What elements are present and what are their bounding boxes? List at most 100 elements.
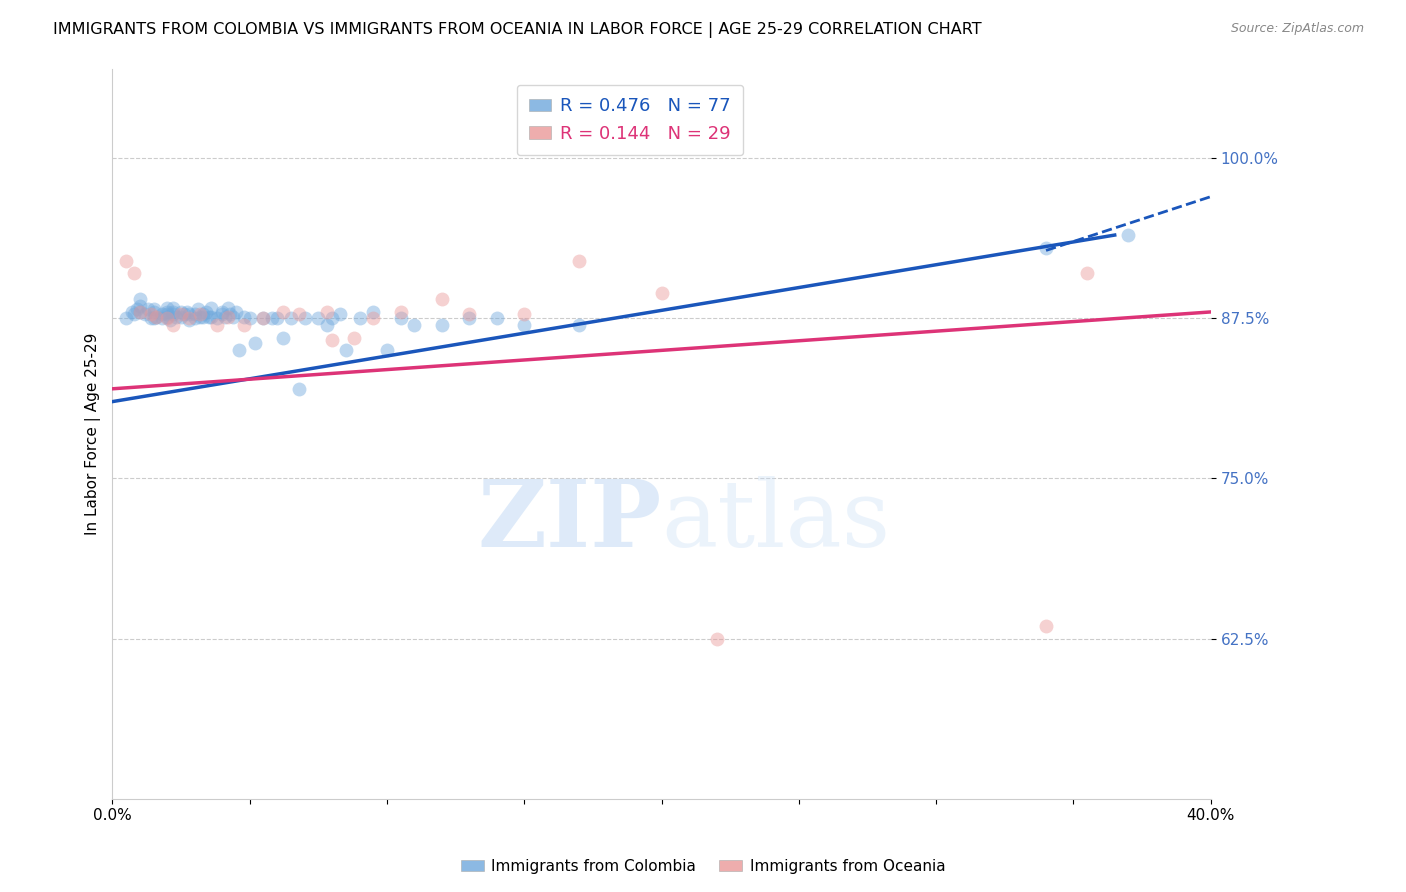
Point: [139, 311, 162, 326]
Point: [271, 330, 294, 344]
Point: [128, 299, 150, 313]
Point: [188, 310, 211, 324]
Point: [211, 308, 233, 322]
Point: [139, 308, 162, 322]
Point: [197, 310, 219, 324]
Text: ZIP: ZIP: [478, 476, 662, 566]
Point: [321, 311, 343, 326]
Point: [651, 285, 673, 300]
Point: [156, 301, 179, 315]
Point: [335, 343, 357, 358]
Point: [184, 311, 207, 326]
Point: [200, 310, 222, 324]
Point: [188, 308, 211, 322]
Point: [115, 311, 138, 326]
Point: [294, 311, 316, 326]
Point: [225, 305, 247, 319]
Point: [266, 311, 288, 326]
Point: [260, 311, 283, 326]
Point: [145, 310, 167, 324]
Point: [219, 308, 242, 322]
Point: [134, 308, 156, 322]
Point: [205, 318, 228, 332]
Point: [156, 310, 179, 324]
Point: [513, 308, 536, 322]
Point: [568, 253, 591, 268]
Text: IMMIGRANTS FROM COLOMBIA VS IMMIGRANTS FROM OCEANIA IN LABOR FORCE | AGE 25-29 C: IMMIGRANTS FROM COLOMBIA VS IMMIGRANTS F…: [53, 22, 981, 38]
Point: [389, 311, 412, 326]
Point: [142, 311, 165, 326]
Point: [179, 308, 201, 322]
Point: [191, 310, 214, 324]
Point: [485, 311, 508, 326]
Point: [343, 330, 366, 344]
Point: [136, 302, 159, 317]
Point: [156, 305, 179, 319]
Point: [458, 308, 481, 322]
Point: [217, 310, 239, 324]
Point: [222, 310, 245, 324]
Point: [150, 308, 173, 322]
Point: [430, 292, 453, 306]
Point: [349, 311, 371, 326]
Point: [706, 632, 728, 646]
Point: [162, 301, 184, 315]
Point: [162, 318, 184, 332]
Point: [159, 312, 181, 326]
Point: [329, 308, 352, 322]
Point: [375, 343, 398, 358]
Point: [252, 311, 274, 326]
Point: [233, 310, 256, 324]
Point: [127, 302, 149, 317]
Point: [165, 310, 187, 324]
Legend: Immigrants from Colombia, Immigrants from Oceania: Immigrants from Colombia, Immigrants fro…: [454, 853, 952, 880]
Point: [156, 311, 179, 326]
Point: [191, 308, 214, 322]
Point: [128, 305, 150, 319]
Point: [288, 308, 311, 322]
Point: [176, 305, 198, 319]
Point: [162, 305, 184, 319]
Point: [142, 305, 165, 319]
Point: [124, 308, 146, 322]
Point: [217, 301, 239, 315]
Point: [170, 305, 193, 319]
Point: [170, 310, 193, 324]
Y-axis label: In Labor Force | Age 25-29: In Labor Force | Age 25-29: [86, 333, 101, 535]
Point: [200, 301, 222, 315]
Point: [115, 253, 138, 268]
Point: [228, 343, 250, 358]
Point: [162, 308, 184, 322]
Point: [194, 305, 217, 319]
Point: [184, 308, 207, 322]
Point: [121, 305, 143, 319]
Point: [239, 311, 262, 326]
Point: [173, 308, 195, 322]
Point: [389, 305, 412, 319]
Point: [128, 292, 150, 306]
Point: [211, 305, 233, 319]
Point: [214, 310, 236, 324]
Point: [321, 333, 343, 347]
Legend: R = 0.476   N = 77, R = 0.144   N = 29: R = 0.476 N = 77, R = 0.144 N = 29: [517, 85, 744, 155]
Point: [271, 305, 294, 319]
Point: [315, 305, 337, 319]
Point: [280, 311, 302, 326]
Point: [1035, 241, 1057, 255]
Point: [150, 311, 173, 326]
Point: [179, 311, 201, 326]
Point: [361, 311, 384, 326]
Point: [156, 308, 179, 322]
Point: [430, 318, 453, 332]
Point: [186, 302, 208, 317]
Point: [315, 318, 337, 332]
Point: [124, 267, 146, 281]
Point: [513, 318, 536, 332]
Point: [170, 308, 193, 322]
Point: [128, 305, 150, 319]
Point: [307, 311, 329, 326]
Text: atlas: atlas: [662, 476, 891, 566]
Point: [179, 312, 201, 326]
Point: [205, 311, 228, 326]
Point: [1118, 228, 1140, 243]
